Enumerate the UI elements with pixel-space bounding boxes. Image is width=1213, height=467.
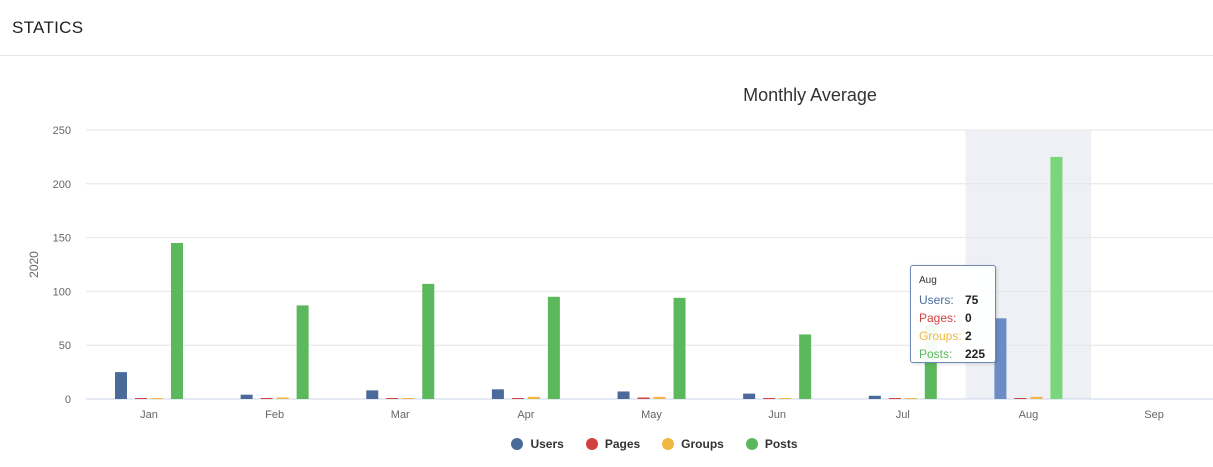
bar-posts-apr[interactable] [547,296,560,399]
bar-users-aug[interactable] [994,318,1007,399]
tooltip-row: Posts: 225 [919,345,995,363]
bar-groups-mar[interactable] [402,398,415,399]
x-tick-label: Apr [517,409,534,421]
x-tick-label: Jan [140,409,158,421]
tooltip-row: Groups: 2 [919,327,995,345]
bar-pages-apr[interactable] [511,398,524,399]
page-title: STATICS [12,17,84,37]
y-tick-label: 100 [53,286,71,298]
bar-groups-apr[interactable] [527,396,540,399]
bar-users-jan[interactable] [115,372,127,399]
legend-marker-pages [585,438,598,450]
legend-label-pages: Pages [604,437,641,451]
y-tick-label: 150 [53,233,71,245]
tooltip-label-pages: Pages: [919,311,957,325]
y-tick-label: 0 [65,394,71,406]
legend-label-groups: Groups [681,437,724,451]
bar-posts-feb[interactable] [296,305,309,399]
tooltip-value-users: 75 [965,293,979,307]
legend-item-users[interactable]: Users [511,437,564,451]
bar-posts-jun[interactable] [799,334,812,399]
bar-users-jun[interactable] [743,393,756,399]
bar-users-jul[interactable] [868,395,881,399]
chart-title: Monthly Average [743,85,877,105]
bar-pages-jul[interactable] [888,398,901,399]
bar-groups-feb[interactable] [276,397,289,400]
x-tick-label: Jul [896,409,910,421]
tooltip-label-posts: Posts: [919,347,953,361]
bar-pages-may[interactable] [637,397,650,400]
tooltip-label-users: Users: [919,293,954,307]
y-tick-label: 50 [59,340,71,352]
tooltip-label-groups: Groups: [919,329,962,343]
bar-groups-jan[interactable] [151,398,163,399]
bar-users-may[interactable] [617,391,630,399]
tooltip-value-posts: 225 [965,347,986,361]
x-tick-label: May [641,409,662,421]
x-tick-label: Feb [265,409,284,421]
bar-groups-jun[interactable] [779,398,792,399]
bar-users-mar[interactable] [366,390,379,399]
tooltip-row: Pages: 0 [919,309,995,327]
tooltip-value-groups: 2 [965,329,972,343]
bar-pages-jun[interactable] [763,398,776,399]
chart-tooltip: Aug Users: 75 Pages: 0 Groups: 2 Posts: … [910,265,996,363]
bar-posts-may[interactable] [673,297,686,399]
legend-item-pages[interactable]: Pages [585,437,641,451]
bar-groups-jul[interactable] [904,398,917,399]
x-tick-label: Jun [768,409,786,421]
y-tick-label: 250 [53,125,71,137]
y-tick-label: 200 [53,179,71,191]
monthly-average-chart: 0 50 100 150 200 250 Monthly Average 2020 Jan Feb… [27,85,1213,421]
bar-pages-aug[interactable] [1014,398,1027,399]
x-tick-label: Mar [391,409,410,421]
x-tick-label: Aug [1019,409,1039,421]
x-tick-label: Sep [1144,409,1164,421]
bar-posts-mar[interactable] [422,283,435,399]
header: STATICS [0,0,1213,56]
bar-pages-feb[interactable] [260,398,273,399]
legend-marker-groups [662,438,675,450]
bar-groups-aug[interactable] [1030,396,1043,399]
legend-item-groups[interactable]: Groups [662,437,724,451]
bar-groups-may[interactable] [653,396,666,399]
legend-item-posts[interactable]: Posts [745,437,798,451]
bar-posts-jan[interactable] [171,242,183,399]
bar-pages-jan[interactable] [135,398,147,399]
tooltip-row: Users: 75 [919,291,995,309]
bar-users-feb[interactable] [240,394,253,399]
bar-posts-aug[interactable] [1050,156,1063,399]
legend-label-users: Users [530,437,564,451]
chart-legend: Users Pages Groups Posts [0,437,1213,451]
tooltip-value-pages: 0 [965,311,972,325]
tooltip-header: Aug [919,275,937,286]
legend-label-posts: Posts [764,437,798,451]
bar-pages-mar[interactable] [386,398,399,399]
legend-marker-posts [745,438,758,450]
bar-users-apr[interactable] [491,389,504,399]
y-axis-label: 2020 [27,251,41,278]
legend-marker-users [511,438,524,450]
